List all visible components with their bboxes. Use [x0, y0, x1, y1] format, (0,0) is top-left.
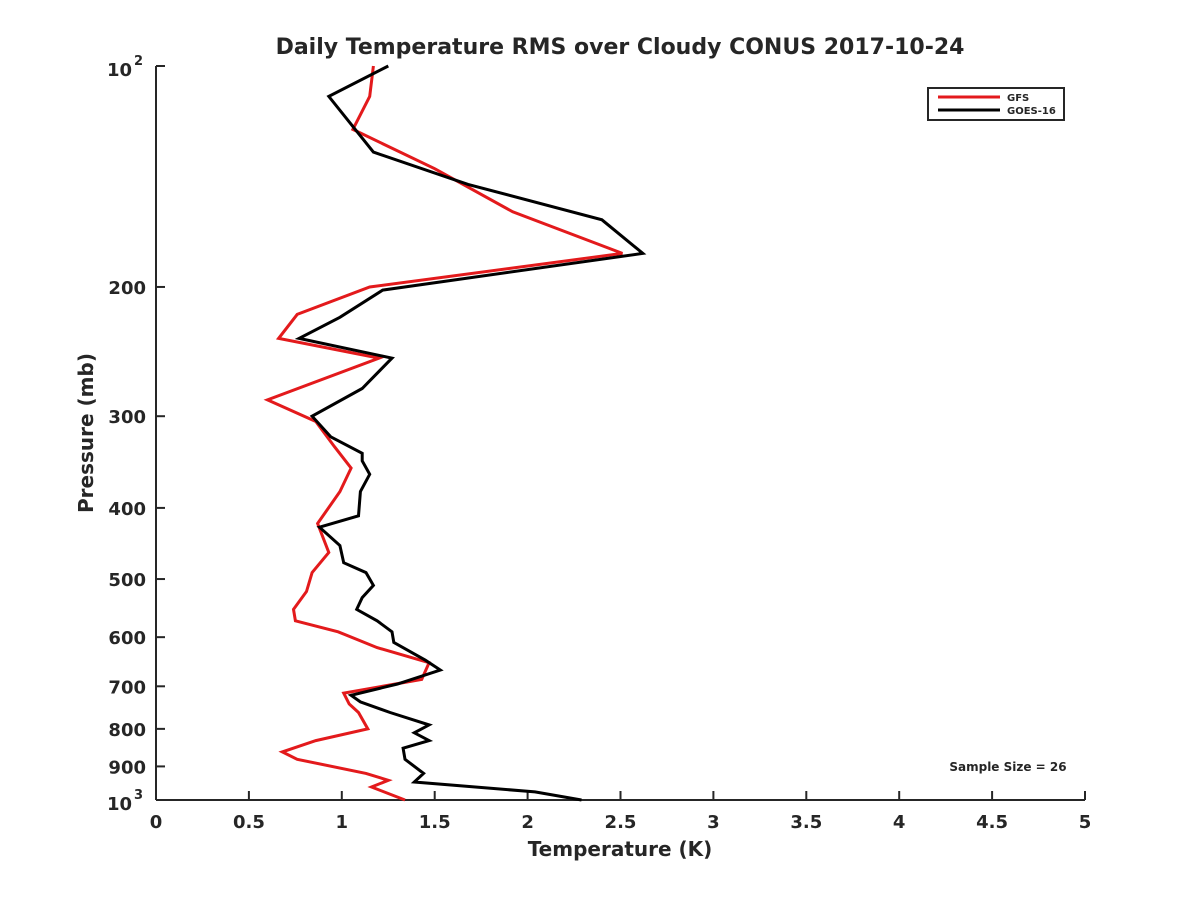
legend-box: [927, 87, 1065, 121]
y-tick-label: 900: [108, 757, 146, 778]
y-tick-label: 800: [108, 720, 146, 741]
series-line-goes-16: [294, 64, 647, 802]
y-tick-label: 600: [108, 628, 146, 649]
x-tick-label: 3.5: [790, 812, 822, 833]
x-tick-label: 2.5: [605, 812, 637, 833]
y-axis-label: Pressure (mb): [74, 353, 98, 513]
sample-size-annotation: Sample Size = 26: [949, 760, 1066, 774]
plot-area: 0 0.5 1 1.5 2 2.5 3 3.5 4 4.5 510 22003004005006007…: [107, 54, 1091, 833]
legend-entry: GOES-16: [1007, 106, 1056, 117]
series-line-gfs: [263, 65, 623, 802]
x-tick-label: 5: [1079, 812, 1092, 833]
x-tick-label: 2: [521, 812, 534, 833]
chart-title: Daily Temperature RMS over Cloudy CONUS …: [276, 35, 965, 60]
y-tick-label: 400: [108, 499, 146, 520]
y-tick-label: 10: [107, 794, 132, 815]
x-tick-label: 4.5: [976, 812, 1008, 833]
y-tick-label: 300: [108, 407, 146, 428]
x-axis-label: Temperature (K): [528, 837, 713, 861]
x-tick-label: 0.5: [233, 812, 265, 833]
legend: GFS GOES-16: [927, 87, 1065, 121]
x-tick-label: 3: [707, 812, 720, 833]
y-tick-label: 500: [108, 570, 146, 591]
x-tick-label: 1.5: [419, 812, 451, 833]
x-tick-label: 4: [893, 812, 906, 833]
y-tick-label: 700: [108, 677, 146, 698]
y-tick-exponent: 3: [134, 788, 143, 803]
y-tick-label: 10: [107, 60, 132, 81]
y-tick-exponent: 2: [134, 54, 143, 69]
legend-entry: GFS: [1007, 93, 1029, 104]
x-tick-label: 1: [336, 812, 349, 833]
y-tick-label: 200: [108, 278, 146, 299]
x-tick-label: 0: [150, 812, 163, 833]
